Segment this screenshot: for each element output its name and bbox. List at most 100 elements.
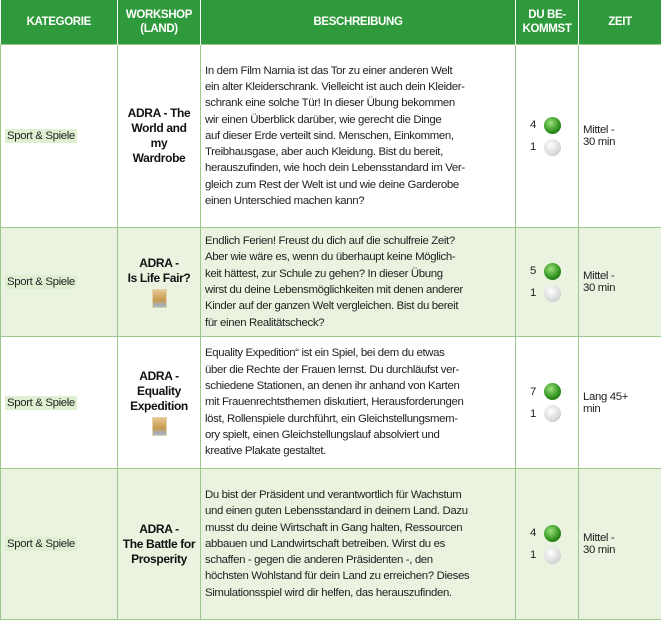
time-cell: Lang 45+min	[579, 337, 661, 469]
points-count: 1	[530, 408, 536, 420]
description-line: kreative Plakate gestaltet.	[205, 443, 511, 459]
header-text: ZEIT	[581, 15, 659, 29]
points-ball	[544, 263, 561, 280]
time-line: min	[583, 403, 657, 415]
description-line: abbauen und Landwirtschaft betreiben. Wi…	[205, 536, 511, 552]
points-white: 1	[516, 544, 578, 566]
description-line: löst, Rollenspiele durchführt, ein Gleic…	[205, 411, 511, 427]
category-cell: Sport & Spiele	[1, 469, 118, 620]
description-line: wir einen Überblick darüber, wie gerecht…	[205, 112, 511, 128]
time-cell: Mittel -30 min	[579, 45, 661, 228]
description-line: gleich zum Rest der Welt ist und wie dei…	[205, 177, 511, 193]
header-cell: WORKSHOP(LAND)	[118, 0, 201, 45]
description-cell: In dem Film Narnia ist das Tor zu einer …	[201, 45, 516, 228]
points-ball	[544, 139, 561, 156]
points-ball	[544, 405, 561, 422]
points-count: 4	[530, 527, 536, 539]
description-line: höchsten Wohlstand für dein Land zu erre…	[205, 568, 511, 584]
time-line: 30 min	[583, 544, 657, 556]
time-line: Mittel -	[583, 532, 657, 544]
workshop-line: ADRA - The	[122, 106, 196, 121]
points-count: 4	[530, 119, 536, 131]
time-line: Mittel -	[583, 124, 657, 136]
description-cell: Du bist der Präsident und verantwortlich…	[201, 469, 516, 620]
workshop-cell: ADRA -Is Life Fair?	[118, 228, 201, 337]
description-line: ein alter Kleiderschrank. Vielleicht ist…	[205, 79, 511, 95]
description-line: wirst du deine Lebensmöglichkeiten mit d…	[205, 282, 511, 298]
workshop-line: Wardrobe	[122, 151, 196, 166]
workshop-line: The Battle for	[122, 537, 196, 552]
header-text: KOMMST	[518, 22, 576, 36]
points-white: 1	[516, 136, 578, 158]
description-line: Treibhausgase, aber auch Kleidung. Bist …	[205, 144, 511, 160]
header-cell: BESCHREIBUNG	[201, 0, 516, 45]
description-line: Simulationsspiel wird dir helfen, das he…	[205, 585, 511, 601]
header-text: (LAND)	[120, 22, 198, 36]
points-count: 1	[530, 141, 536, 153]
header-text: KATEGORIE	[3, 15, 116, 29]
description-line: Du bist der Präsident und verantwortlich…	[205, 487, 511, 503]
description-cell: Endlich Ferien! Freust du dich auf die s…	[201, 228, 516, 337]
workshop-line: World and my	[122, 121, 196, 151]
category: Sport & Spiele	[5, 396, 77, 410]
category-cell: Sport & Spiele	[1, 337, 118, 469]
workshop-line: Equality	[122, 384, 196, 399]
description-line: In dem Film Narnia ist das Tor zu einer …	[205, 63, 511, 79]
points-count: 1	[530, 287, 536, 299]
description-line: auf dieser Erde verteilt sind. Menschen,…	[205, 128, 511, 144]
points-white: 1	[516, 282, 578, 304]
description-line: Kinder auf der ganzen Welt vergleichen. …	[205, 298, 511, 314]
points-ball	[544, 547, 561, 564]
description-line: keit hättest, zur Schule zu gehen? In di…	[205, 266, 511, 282]
points-ball	[544, 525, 561, 542]
description-line: herauszufinden, wie hoch dein Lebensstan…	[205, 160, 511, 176]
points-green: 4	[516, 114, 578, 136]
header-text: WORKSHOP	[120, 8, 198, 22]
description-line: über die Rechte der Frauen lernst. Du du…	[205, 362, 511, 378]
category-cell: Sport & Spiele	[1, 45, 118, 228]
points-white: 1	[516, 403, 578, 425]
workshop-line: ADRA -	[122, 369, 196, 384]
workshop-line: ADRA -	[122, 522, 196, 537]
category: Sport & Spiele	[5, 537, 77, 551]
points-green: 5	[516, 260, 578, 282]
description-line: musst du deine Wirtschaft in Gang halten…	[205, 520, 511, 536]
time-line: 30 min	[583, 282, 657, 294]
points-count: 1	[530, 549, 536, 561]
header-cell: ZEIT	[579, 0, 661, 45]
points-ball	[544, 285, 561, 302]
description-line: und einen guten Lebensstandard in deinem…	[205, 503, 511, 519]
points-ball	[544, 117, 561, 134]
description-line: ory spielt, einen Gleichstellungslauf ab…	[205, 427, 511, 443]
category: Sport & Spiele	[5, 129, 77, 143]
time-cell: Mittel -30 min	[579, 228, 661, 337]
description-line: für einen Realitätscheck?	[205, 315, 511, 331]
workshop-line: Is Life Fair?	[122, 271, 196, 286]
description-line: Aber wie wäre es, wenn du überhaupt kein…	[205, 249, 511, 265]
description-line: Endlich Ferien! Freust du dich auf die s…	[205, 233, 511, 249]
description-line: mit Frauenrechtsthemen diskutiert, Herau…	[205, 394, 511, 410]
time-cell: Mittel -30 min	[579, 469, 661, 620]
description-line: einen Unterschied machen kann?	[205, 193, 511, 209]
category-cell: Sport & Spiele	[1, 228, 118, 337]
description-line: schrank eine solche Tür! In dieser Übung…	[205, 95, 511, 111]
header-cell: DU BE-KOMMST	[516, 0, 579, 45]
time-line: 30 min	[583, 136, 657, 148]
workshop-line: ADRA -	[122, 256, 196, 271]
header-cell: KATEGORIE	[1, 0, 118, 45]
time-line: Lang 45+	[583, 391, 657, 403]
header-text: DU BE-	[518, 8, 576, 22]
description-line: Equality Expedition“ ist ein Spiel, bei …	[205, 345, 511, 361]
description-line: schiedene Stationen, an denen ihr anhand…	[205, 378, 511, 394]
points-ball	[544, 383, 561, 400]
